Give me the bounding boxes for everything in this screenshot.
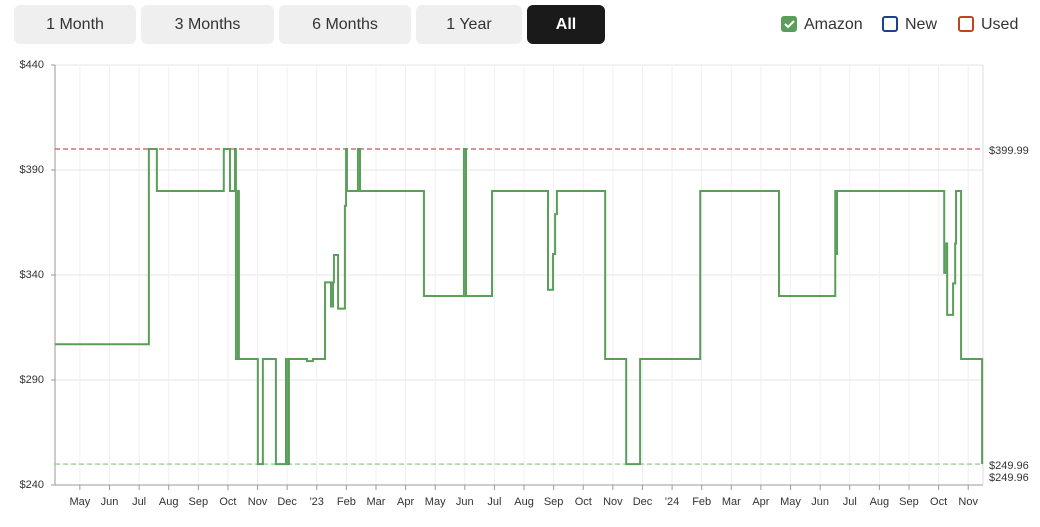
legend-label: Amazon — [804, 16, 863, 33]
legend-label: New — [905, 16, 937, 33]
x-tick-label: Jul — [132, 496, 146, 508]
x-tick-label: Dec — [633, 496, 653, 508]
legend-item[interactable]: Used — [958, 16, 1018, 33]
price-line — [55, 148, 984, 466]
y-tick-label: $340 — [20, 269, 44, 281]
legend-checkbox — [958, 16, 974, 32]
legend-label: Used — [981, 16, 1018, 33]
y-tick-label: $240 — [20, 479, 44, 491]
y-tick-label: $390 — [20, 164, 44, 176]
x-tick-label: Mar — [722, 496, 741, 508]
x-tick-label: Apr — [397, 496, 414, 508]
x-tick-label: Dec — [277, 496, 297, 508]
x-tick-label: May — [69, 496, 90, 508]
y-tick-label: $290 — [20, 374, 44, 386]
legend-checkbox — [781, 16, 797, 32]
x-tick-label: Aug — [159, 496, 179, 508]
range-button[interactable]: 1 Year — [416, 5, 522, 44]
x-tick-label: Jun — [456, 496, 474, 508]
x-tick-label: Nov — [603, 496, 623, 508]
check-mark — [784, 20, 795, 29]
x-tick-label: '24 — [665, 496, 679, 508]
x-tick-label: Jun — [811, 496, 829, 508]
reference-label: $249.96 — [989, 460, 1029, 472]
end-label: $249.96 — [989, 472, 1029, 484]
x-tick-label: Apr — [752, 496, 769, 508]
range-button[interactable]: 1 Month — [14, 5, 136, 44]
x-tick-label: Jun — [101, 496, 119, 508]
legend-item[interactable]: New — [882, 16, 937, 33]
x-tick-label: Feb — [692, 496, 711, 508]
x-tick-label: Oct — [219, 496, 236, 508]
y-tick-label: $440 — [20, 59, 44, 71]
x-tick-label: Sep — [544, 496, 564, 508]
range-button[interactable]: 6 Months — [279, 5, 411, 44]
x-tick-label: Sep — [189, 496, 209, 508]
x-tick-label: Aug — [514, 496, 534, 508]
x-tick-label: Jul — [487, 496, 501, 508]
x-tick-label: Nov — [248, 496, 268, 508]
x-tick-label: Oct — [930, 496, 947, 508]
legend-checkbox — [882, 16, 898, 32]
x-tick-label: May — [780, 496, 801, 508]
x-tick-label: Oct — [575, 496, 592, 508]
x-tick-label: May — [425, 496, 446, 508]
x-tick-label: '23 — [310, 496, 324, 508]
reference-label: $399.99 — [989, 145, 1029, 157]
x-tick-label: Sep — [899, 496, 919, 508]
range-button[interactable]: All — [527, 5, 605, 44]
x-tick-label: Aug — [870, 496, 890, 508]
x-tick-label: Mar — [367, 496, 386, 508]
x-tick-label: Feb — [337, 496, 356, 508]
x-tick-label: Jul — [843, 496, 857, 508]
range-button[interactable]: 3 Months — [141, 5, 274, 44]
x-tick-label: Nov — [958, 496, 978, 508]
legend-item[interactable]: Amazon — [781, 16, 863, 33]
